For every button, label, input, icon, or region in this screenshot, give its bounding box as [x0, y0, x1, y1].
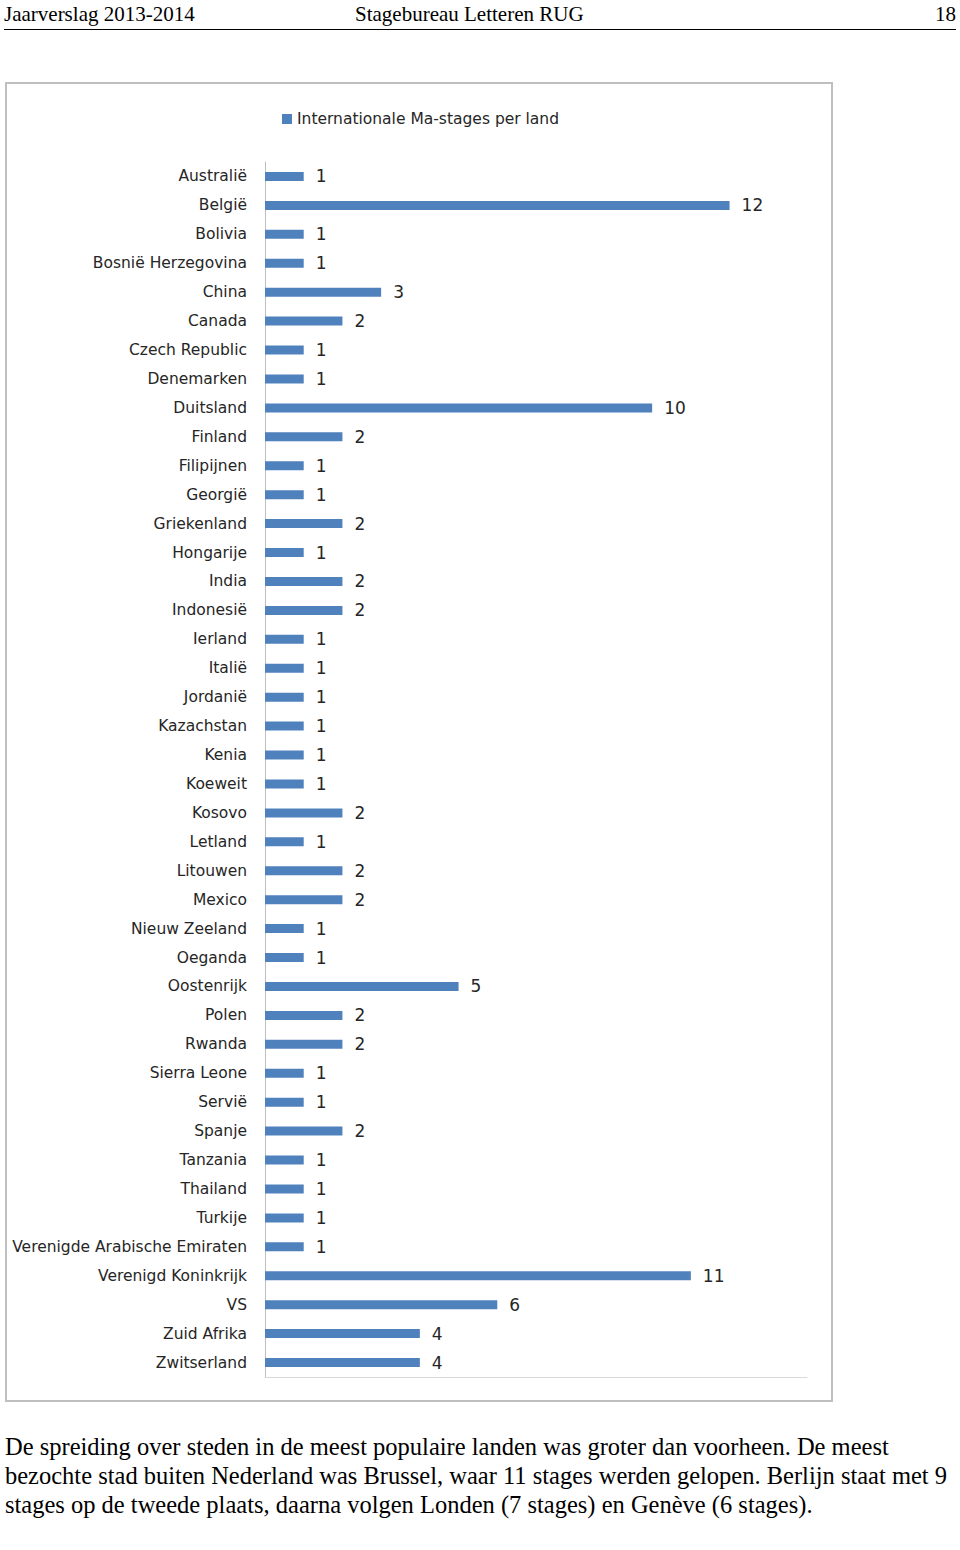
svg-text:2: 2 [354, 861, 365, 881]
svg-text:Zwitserland: Zwitserland [156, 1354, 247, 1372]
svg-text:Tanzania: Tanzania [179, 1151, 248, 1169]
svg-text:België: België [199, 196, 247, 214]
svg-text:3: 3 [393, 282, 404, 302]
svg-text:1: 1 [316, 253, 327, 273]
svg-text:Mexico: Mexico [193, 891, 247, 909]
svg-text:Denemarken: Denemarken [147, 370, 247, 388]
svg-text:1: 1 [316, 340, 327, 360]
svg-text:India: India [209, 572, 247, 590]
svg-text:Filipijnen: Filipijnen [179, 457, 247, 475]
svg-text:Hongarije: Hongarije [172, 544, 247, 562]
svg-text:1: 1 [316, 1150, 327, 1170]
svg-text:Australië: Australië [178, 167, 247, 185]
html-text:Jaarverslag 2013-2014: Jaarverslag 2013-2014 [4, 2, 195, 26]
svg-text:Servië: Servië [198, 1093, 247, 1111]
svg-text:1: 1 [316, 716, 327, 736]
svg-text:Oeganda: Oeganda [177, 949, 247, 967]
svg-text:2: 2 [354, 311, 365, 331]
svg-text:Thailand: Thailand [179, 1180, 247, 1198]
svg-text:1: 1 [316, 543, 327, 563]
svg-text:2: 2 [354, 600, 365, 620]
svg-text:Internationale Ma-stages per l: Internationale Ma-stages per land [297, 110, 559, 128]
svg-text:Finland: Finland [192, 428, 247, 446]
svg-text:Kosovo: Kosovo [192, 804, 247, 822]
svg-text:10: 10 [664, 398, 686, 418]
svg-text:Sierra Leone: Sierra Leone [150, 1064, 247, 1082]
svg-text:2: 2 [354, 803, 365, 823]
svg-text:Zuid Afrika: Zuid Afrika [163, 1325, 247, 1343]
svg-text:1: 1 [316, 1063, 327, 1083]
svg-text:2: 2 [354, 1005, 365, 1025]
svg-text:Oostenrijk: Oostenrijk [168, 977, 247, 995]
svg-text:Italië: Italië [209, 659, 247, 677]
svg-text:1: 1 [316, 832, 327, 852]
html-text:Stagebureau Letteren RUG: Stagebureau Letteren RUG [355, 2, 584, 26]
svg-text:2: 2 [354, 427, 365, 447]
svg-text:Kenia: Kenia [204, 746, 247, 764]
svg-text:1: 1 [316, 745, 327, 765]
svg-text:Canada: Canada [188, 312, 247, 330]
svg-text:1: 1 [316, 166, 327, 186]
svg-text:Jordanië: Jordanië [183, 688, 247, 706]
svg-text:1: 1 [316, 224, 327, 244]
svg-text:Czech Republic: Czech Republic [129, 341, 247, 359]
svg-text:2: 2 [354, 514, 365, 534]
svg-text:Kazachstan: Kazachstan [158, 717, 247, 735]
svg-text:1: 1 [316, 774, 327, 794]
svg-text:1: 1 [316, 456, 327, 476]
svg-text:1: 1 [316, 919, 327, 939]
svg-text:Georgië: Georgië [186, 486, 247, 504]
svg-text:Verenigde Arabische Emiraten: Verenigde Arabische Emiraten [12, 1238, 247, 1256]
svg-text:Verenigd Koninkrijk: Verenigd Koninkrijk [98, 1267, 247, 1285]
svg-text:China: China [203, 283, 247, 301]
svg-text:Letland: Letland [190, 833, 247, 851]
svg-text:1: 1 [316, 948, 327, 968]
svg-text:1: 1 [316, 629, 327, 649]
svg-text:5: 5 [471, 976, 482, 996]
svg-text:Spanje: Spanje [194, 1122, 247, 1140]
html-text:18: 18 [935, 2, 956, 26]
svg-text:2: 2 [354, 1034, 365, 1054]
svg-text:Rwanda: Rwanda [185, 1035, 247, 1053]
svg-text:2: 2 [354, 890, 365, 910]
svg-text:1: 1 [316, 1179, 327, 1199]
svg-text:Polen: Polen [205, 1006, 247, 1024]
svg-text:4: 4 [432, 1324, 443, 1344]
svg-text:2: 2 [354, 571, 365, 591]
svg-text:Bolivia: Bolivia [195, 225, 247, 243]
svg-text:Duitsland: Duitsland [173, 399, 247, 417]
svg-text:VS: VS [227, 1296, 247, 1314]
svg-text:1: 1 [316, 1092, 327, 1112]
svg-text:2: 2 [354, 1121, 365, 1141]
html-text:De spreiding over steden in de: De spreiding over steden in de meest pop… [5, 1433, 947, 1518]
svg-text:Griekenland: Griekenland [154, 515, 247, 533]
svg-text:Nieuw Zeeland: Nieuw Zeeland [131, 920, 247, 938]
svg-text:4: 4 [432, 1353, 443, 1373]
svg-text:1: 1 [316, 1237, 327, 1257]
svg-text:1: 1 [316, 687, 327, 707]
svg-text:Bosnië Herzegovina: Bosnië Herzegovina [93, 254, 247, 272]
svg-text:Litouwen: Litouwen [177, 862, 247, 880]
svg-text:Turkije: Turkije [196, 1209, 247, 1227]
svg-text:1: 1 [316, 658, 327, 678]
svg-text:Ierland: Ierland [193, 630, 247, 648]
svg-text:1: 1 [316, 369, 327, 389]
svg-text:1: 1 [316, 485, 327, 505]
svg-text:6: 6 [509, 1295, 520, 1315]
svg-text:Indonesië: Indonesië [172, 601, 247, 619]
svg-text:1: 1 [316, 1208, 327, 1228]
svg-text:11: 11 [703, 1266, 725, 1286]
svg-text:Koeweit: Koeweit [186, 775, 247, 793]
svg-text:12: 12 [742, 195, 764, 215]
